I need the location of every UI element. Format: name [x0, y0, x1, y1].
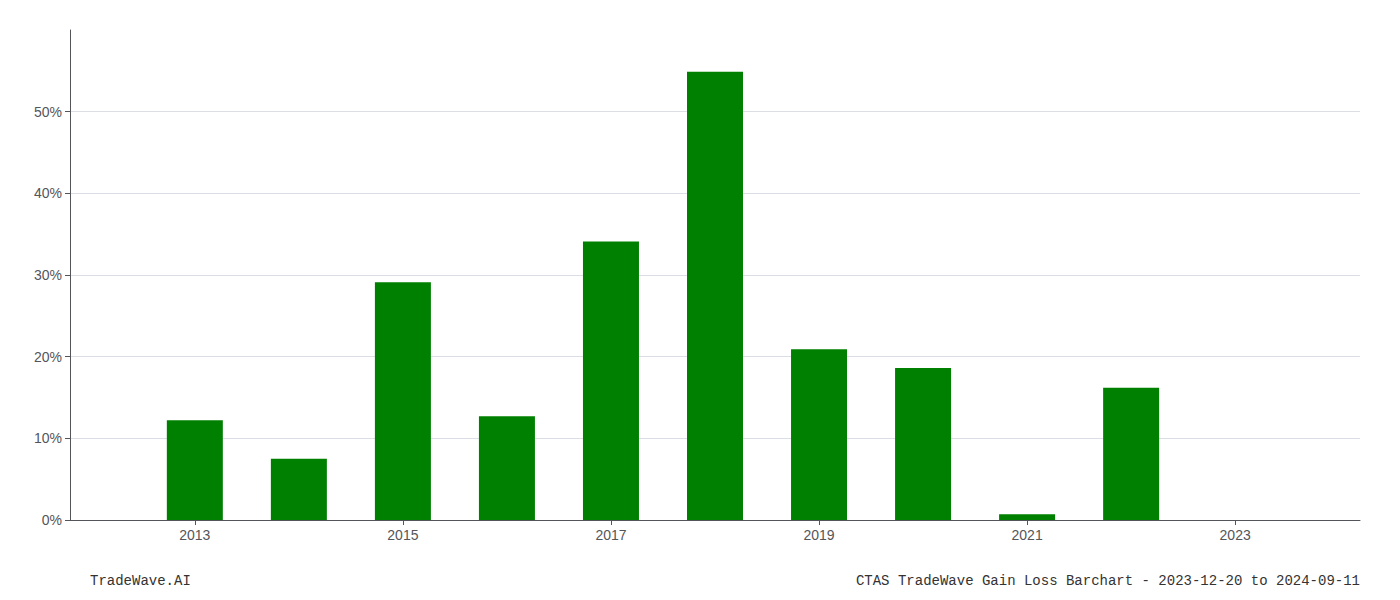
svg-text:40%: 40% [34, 185, 62, 201]
svg-text:2019: 2019 [803, 527, 834, 543]
svg-text:10%: 10% [34, 430, 62, 446]
svg-text:20%: 20% [34, 349, 62, 365]
svg-text:0%: 0% [42, 512, 62, 528]
svg-text:2013: 2013 [179, 527, 210, 543]
svg-text:TradeWave.AI: TradeWave.AI [90, 573, 191, 589]
svg-text:2017: 2017 [595, 527, 626, 543]
svg-text:2023: 2023 [1220, 527, 1251, 543]
svg-text:CTAS TradeWave Gain Loss Barch: CTAS TradeWave Gain Loss Barchart - 2023… [856, 573, 1360, 589]
svg-text:2015: 2015 [387, 527, 418, 543]
svg-text:2021: 2021 [1012, 527, 1043, 543]
svg-text:30%: 30% [34, 267, 62, 283]
svg-text:50%: 50% [34, 104, 62, 120]
